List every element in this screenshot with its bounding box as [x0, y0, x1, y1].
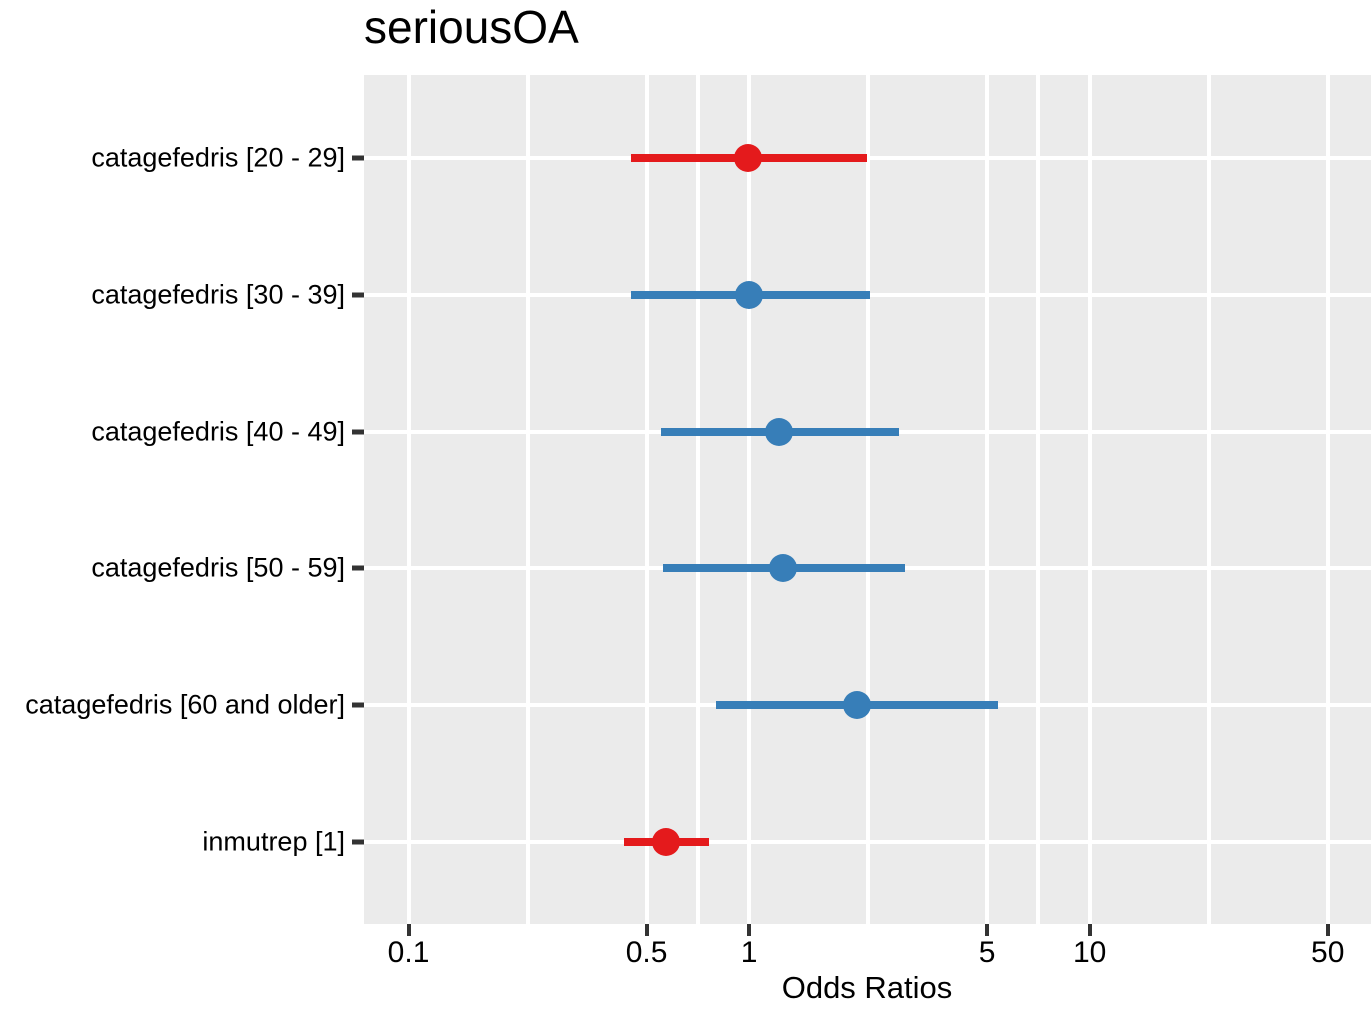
x-axis-tick — [747, 924, 752, 936]
y-axis-label: catagefedris [40 - 49] — [91, 416, 345, 447]
odds-ratio-point — [842, 691, 871, 720]
major-gridline — [1325, 75, 1330, 924]
major-gridline — [1087, 75, 1092, 924]
x-axis-tick-label: 0.1 — [387, 936, 430, 969]
y-axis-label: catagefedris [60 and older] — [25, 689, 345, 720]
y-axis-label: catagefedris [30 - 39] — [91, 279, 345, 310]
y-axis-tick — [352, 565, 364, 571]
y-axis-tick — [352, 292, 364, 298]
odds-ratio-point — [764, 417, 793, 446]
x-axis-tick-label: 0.5 — [625, 936, 668, 969]
y-axis-label: catagefedris [50 - 59] — [91, 552, 345, 583]
chart-title: seriousOA — [364, 1, 579, 53]
minor-gridline — [1206, 75, 1211, 924]
y-axis-tick — [352, 702, 364, 708]
x-axis-title: Odds Ratios — [781, 970, 953, 1005]
odds-ratio-point — [735, 280, 764, 309]
y-axis-tick — [352, 155, 364, 161]
y-axis-label: inmutrep [1] — [202, 826, 345, 857]
minor-gridline — [695, 75, 700, 924]
major-gridline — [985, 75, 990, 924]
x-axis-tick — [1087, 924, 1092, 936]
x-axis-tick-label: 50 — [1311, 936, 1345, 969]
y-axis-tick — [352, 429, 364, 435]
major-gridline — [406, 75, 411, 924]
minor-gridline — [525, 75, 530, 924]
major-gridline — [747, 75, 752, 924]
y-axis-label: catagefedris [20 - 29] — [91, 142, 345, 173]
odds-ratio-point — [769, 554, 798, 583]
odds-ratio-point — [651, 827, 680, 856]
plot-panel — [364, 75, 1371, 924]
x-axis-tick-label: 10 — [1072, 936, 1107, 969]
x-axis-tick-label: 1 — [740, 936, 758, 969]
row-gridline — [364, 839, 1371, 844]
x-axis-tick — [406, 924, 411, 936]
x-axis-tick — [985, 924, 990, 936]
x-axis-tick-label: 5 — [978, 936, 996, 969]
major-gridline — [644, 75, 649, 924]
x-axis-tick — [1325, 924, 1330, 936]
y-axis-tick — [352, 839, 364, 845]
minor-gridline — [1036, 75, 1041, 924]
x-axis-tick — [644, 924, 649, 936]
minor-gridline — [866, 75, 871, 924]
odds-ratio-point — [733, 144, 762, 173]
row-gridline — [364, 156, 1371, 161]
